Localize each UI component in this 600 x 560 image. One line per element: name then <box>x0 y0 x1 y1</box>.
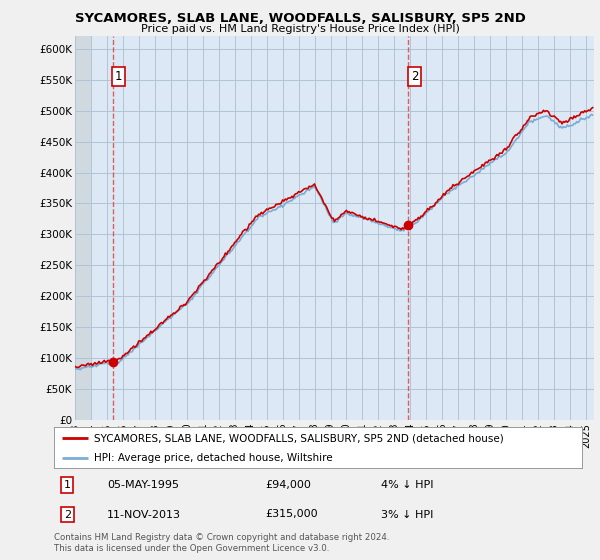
Bar <box>75 36 91 420</box>
Text: 1: 1 <box>64 480 71 490</box>
Text: Contains HM Land Registry data © Crown copyright and database right 2024.
This d: Contains HM Land Registry data © Crown c… <box>54 533 389 553</box>
Text: 2: 2 <box>64 510 71 520</box>
Text: SYCAMORES, SLAB LANE, WOODFALLS, SALISBURY, SP5 2ND: SYCAMORES, SLAB LANE, WOODFALLS, SALISBU… <box>74 12 526 25</box>
Text: £315,000: £315,000 <box>265 510 318 520</box>
Text: 3% ↓ HPI: 3% ↓ HPI <box>382 510 434 520</box>
Text: 4% ↓ HPI: 4% ↓ HPI <box>382 480 434 490</box>
Text: SYCAMORES, SLAB LANE, WOODFALLS, SALISBURY, SP5 2ND (detached house): SYCAMORES, SLAB LANE, WOODFALLS, SALISBU… <box>94 433 503 443</box>
Text: 11-NOV-2013: 11-NOV-2013 <box>107 510 181 520</box>
Text: Price paid vs. HM Land Registry's House Price Index (HPI): Price paid vs. HM Land Registry's House … <box>140 24 460 34</box>
Text: 05-MAY-1995: 05-MAY-1995 <box>107 480 179 490</box>
Text: HPI: Average price, detached house, Wiltshire: HPI: Average price, detached house, Wilt… <box>94 452 332 463</box>
Text: 1: 1 <box>115 70 122 83</box>
Text: £94,000: £94,000 <box>265 480 311 490</box>
Text: 2: 2 <box>410 70 418 83</box>
